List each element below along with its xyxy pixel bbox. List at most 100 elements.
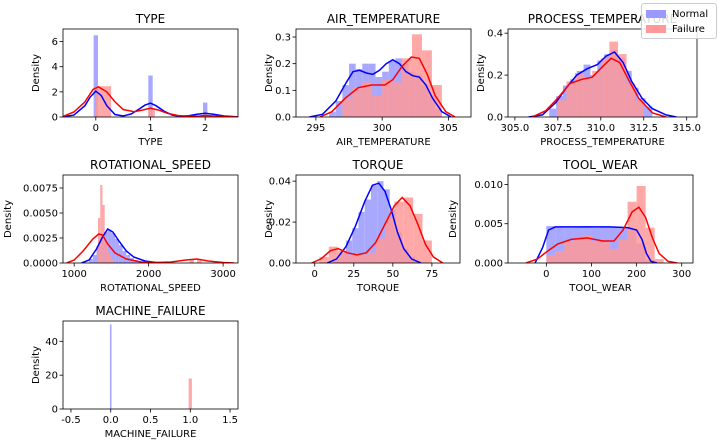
histogram-bar-failure <box>413 213 423 263</box>
x-tick-label: 50 <box>386 269 399 280</box>
histogram-bar-failure <box>394 201 404 263</box>
y-tick-label: 0.0025 <box>23 234 58 245</box>
y-tick-label: 40 <box>45 337 58 348</box>
histogram-bar-failure <box>575 73 584 117</box>
kde-line-failure <box>531 57 667 117</box>
x-tick-label: 0.5 <box>143 415 159 426</box>
histogram-bar-failure <box>617 54 627 117</box>
subplot-title: ROTATIONAL_SPEED <box>90 158 211 172</box>
histogram-bar-normal <box>609 226 619 263</box>
x-tick-label: 3000 <box>210 269 235 280</box>
histogram-bar-normal <box>645 106 653 117</box>
subplot-2: 295 300 305 0.0 0.1 0.2 0.3 AIR_TEMPERATURE AIR_… <box>264 12 472 148</box>
kde-line-normal <box>309 58 452 117</box>
x-axis-label: TORQUE <box>356 283 399 294</box>
histogram-bar-failure <box>546 255 556 263</box>
histogram-bar-failure <box>366 252 376 263</box>
x-tick-label: -0.5 <box>61 415 81 426</box>
subplot-title: TYPE <box>135 12 165 26</box>
y-tick-label: 0.0 <box>487 113 503 124</box>
plot-area <box>109 324 192 409</box>
x-axis-label: TYPE <box>137 137 163 148</box>
histogram-bar-failure <box>392 82 403 117</box>
x-tick-label: 305.0 <box>501 123 530 134</box>
y-axis-label: Density <box>31 346 42 384</box>
y-tick-label: 0.4 <box>487 29 503 40</box>
histogram-bar-failure <box>627 201 637 263</box>
histogram-bar-normal <box>111 233 116 263</box>
kde-line-normal <box>534 226 658 263</box>
x-tick-label: 75 <box>426 269 439 280</box>
kde-line-normal <box>63 90 238 117</box>
y-axis-label: Density <box>476 54 487 92</box>
axes-frame <box>507 28 698 118</box>
legend-item-normal: Normal <box>646 7 708 21</box>
subplot-title: MACHINE_FAILURE <box>95 304 205 318</box>
histogram-bar-failure <box>111 259 114 263</box>
subplot-1: 0 1 2 0 2 4 6 TYPE TYPE Density <box>31 12 239 148</box>
y-tick-label: 6 <box>52 37 58 48</box>
x-tick-label: 100 <box>582 269 601 280</box>
histogram-bar-normal <box>93 35 98 117</box>
histogram-bar-failure <box>106 251 110 263</box>
subplot-3: 305.0 307.5 310.0 312.5 315.0 0.0 0.2 0.4 PROCES… <box>476 12 701 148</box>
histogram-bar-failure <box>564 241 574 263</box>
x-tick-label: 1000 <box>61 269 86 280</box>
plot-area <box>525 186 678 263</box>
histogram-bar-failure <box>385 217 395 263</box>
axes-frame <box>507 174 694 264</box>
subplot-title: AIR_TEMPERATURE <box>327 12 440 26</box>
x-tick-label: 200 <box>627 269 646 280</box>
histogram-bar-failure <box>557 100 567 117</box>
histogram-bar-failure <box>618 239 628 263</box>
y-tick-label: 0.010 <box>474 180 503 191</box>
histogram-bar-failure <box>375 238 386 263</box>
histogram-bar-normal <box>335 101 343 117</box>
subplot-4: 1000 2000 3000 0.0000 0.0025 0.0050 0.0075 ROTA… <box>3 158 239 294</box>
x-tick-label: 312.5 <box>629 123 658 134</box>
histogram-bar-normal <box>546 226 556 263</box>
histogram-bar-failure <box>402 58 413 117</box>
x-axis-label: TOOL_WEAR <box>568 283 631 294</box>
histogram-bar-normal <box>358 211 365 263</box>
x-axis-label: PROCESS_TEMPERATURE <box>540 137 665 148</box>
histogram-bar-normal <box>345 240 353 263</box>
axes-frame <box>62 174 239 264</box>
y-axis-label: Density <box>264 200 275 238</box>
histogram-bar-failure <box>600 241 610 263</box>
legend-swatch-failure <box>646 25 666 33</box>
x-tick-label: 310.0 <box>586 123 615 134</box>
kde-line-normal <box>81 227 172 263</box>
histogram-bar-failure <box>609 248 619 263</box>
histogram-bar-normal <box>203 102 208 117</box>
legend-label-failure: Failure <box>672 23 705 35</box>
histogram-bar-normal <box>89 259 93 263</box>
histogram-bar-normal <box>549 108 557 117</box>
subplot-title: PROCESS_TEMPERATURE <box>528 12 677 26</box>
x-tick-label: 25 <box>347 269 360 280</box>
histogram-bar-failure <box>431 85 442 117</box>
histogram-bar-failure <box>592 70 601 117</box>
legend-label-normal: Normal <box>672 8 709 20</box>
y-tick-label: 0.3 <box>275 33 291 44</box>
histogram-bar-failure <box>100 185 103 263</box>
plot-area <box>311 181 444 263</box>
histogram-bar-failure <box>382 79 393 117</box>
histogram-bar-normal <box>122 251 127 263</box>
x-tick-label: 305 <box>439 123 458 134</box>
histogram-bar-failure <box>645 227 655 263</box>
x-axis-label: AIR_TEMPERATURE <box>336 137 430 148</box>
subplot-6: 0 100 200 300 0.000 0.005 0.010 TOOL_WEAR TOOL_W… <box>448 158 694 294</box>
y-tick-label: 0 <box>52 405 58 416</box>
x-tick-label: 307.5 <box>544 123 573 134</box>
y-tick-label: 0.2 <box>275 59 291 70</box>
y-tick-label: 0.0 <box>275 113 291 124</box>
x-axis-label: ROTATIONAL_SPEED <box>100 283 201 294</box>
x-tick-label: 0 <box>543 269 549 280</box>
x-axis-label: MACHINE_FAILURE <box>105 429 197 440</box>
histogram-bar-failure <box>422 240 432 263</box>
histogram-bar-failure <box>372 95 383 117</box>
x-tick-label: 2 <box>202 123 208 134</box>
kde-line-normal <box>528 51 677 117</box>
y-tick-label: 0.04 <box>269 177 291 188</box>
